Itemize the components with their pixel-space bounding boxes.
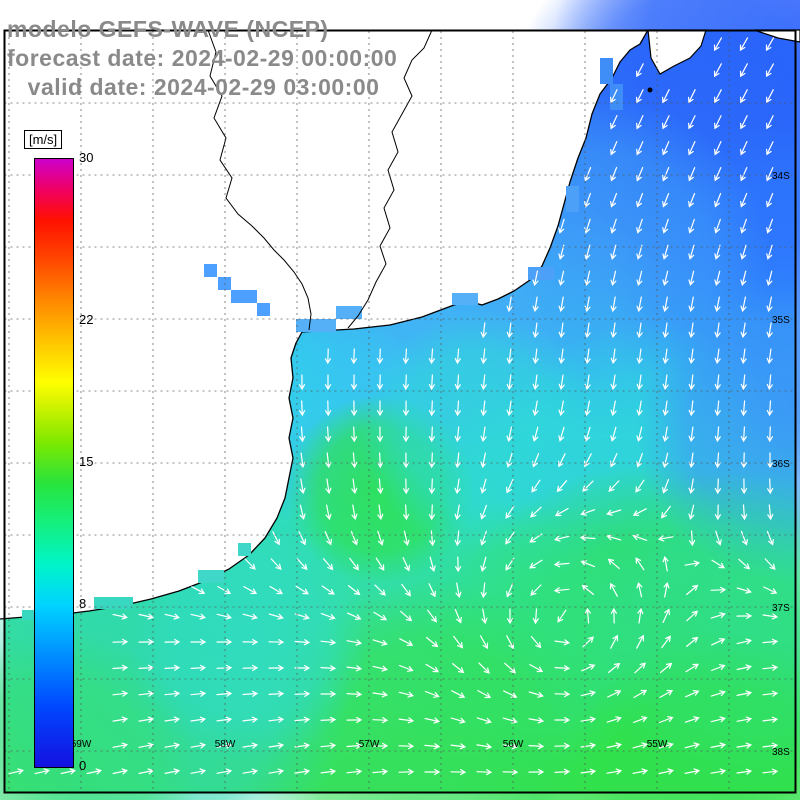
wind-arrow-field <box>8 37 779 776</box>
admin-boundary-west <box>207 29 312 331</box>
lon-label: 55W <box>647 739 668 750</box>
valid-date: valid date: 2024-02-29 03:00:00 <box>7 74 380 100</box>
model-title: modelo GEFS-WAVE (NCEP) <box>7 16 329 42</box>
lat-label: 34S <box>772 171 790 182</box>
lat-label: 37S <box>772 603 790 614</box>
lon-label: 56W <box>503 739 524 750</box>
north-shore-coast <box>647 29 800 93</box>
north-shore-land <box>647 29 707 75</box>
lat-label: 35S <box>772 315 790 326</box>
small-island <box>647 87 653 93</box>
coastline <box>0 29 649 620</box>
lon-label: 57W <box>359 739 380 750</box>
grid-lines <box>4 30 796 792</box>
plot-titles: modelo GEFS-WAVE (NCEP) forecast date: 2… <box>7 15 397 102</box>
map-frame <box>3 29 797 794</box>
forecast-date: forecast date: 2024-02-29 00:00:00 <box>7 45 398 71</box>
lon-label: 59W <box>71 739 92 750</box>
lon-label: 58W <box>215 739 236 750</box>
lat-label: 38S <box>772 747 790 758</box>
lat-label: 36S <box>772 459 790 470</box>
axis-labels: 34S 35S 36S 37S 38S 59W 58W 57W 56W 55W <box>71 171 790 758</box>
admin-boundaries <box>207 29 433 331</box>
admin-boundary-east <box>347 29 433 329</box>
